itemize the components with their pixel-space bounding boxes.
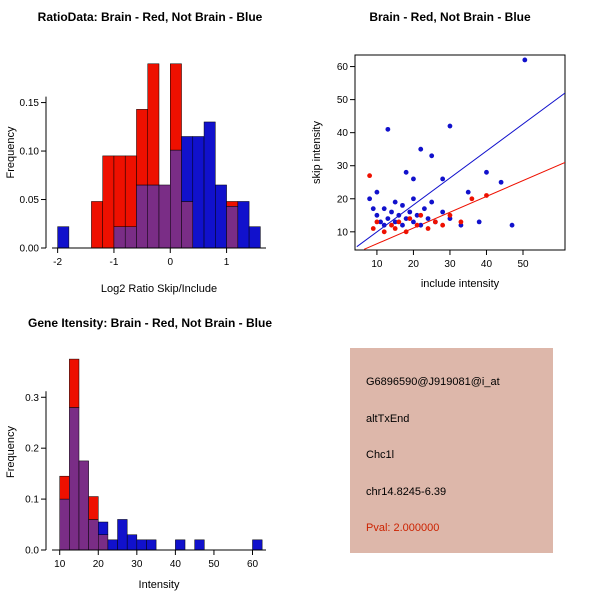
svg-text:0.3: 0.3	[25, 393, 39, 404]
ratio-histogram-chart: -2 -1 0 1 0.00 0.05 0.10 0.15 Log2 Ratio Skip/In…	[5, 63, 266, 295]
svg-text:0.1: 0.1	[25, 495, 39, 506]
svg-text:0: 0	[167, 257, 173, 268]
svg-text:0.2: 0.2	[25, 444, 39, 455]
svg-text:-1: -1	[109, 257, 118, 268]
svg-text:20: 20	[337, 194, 349, 205]
gene-info-panel: G6896590@J919081@i_at altTxEnd Chc1l chr…	[350, 348, 553, 553]
svg-text:Frequency: Frequency	[5, 426, 17, 478]
svg-text:0.0: 0.0	[25, 546, 39, 557]
svg-text:Intensity: Intensity	[139, 579, 180, 591]
svg-text:30: 30	[337, 161, 349, 172]
gene-intensity-histogram-title: Gene Itensity: Brain - Red, Not Brain - …	[27, 316, 273, 330]
probe-id-text: G6896590@J919081@i_at	[366, 376, 500, 388]
event-type-text: altTxEnd	[366, 413, 410, 425]
pval-text: Pval: 2.000000	[366, 522, 440, 534]
svg-text:0.15: 0.15	[20, 98, 40, 109]
gene-name-text: Chc1l	[366, 449, 395, 461]
svg-text:40: 40	[170, 559, 182, 570]
svg-text:20: 20	[93, 559, 105, 570]
svg-text:40: 40	[481, 259, 493, 270]
svg-text:60: 60	[337, 62, 349, 73]
gene-intensity-histogram-chart: 10 20 30 40 50 60 0.0 0.1 0.2 0.3 Intensity Frequen…	[5, 358, 266, 591]
svg-text:50: 50	[208, 559, 220, 570]
svg-text:1: 1	[224, 257, 230, 268]
svg-text:0.10: 0.10	[20, 147, 40, 158]
scatter-title: Brain - Red, Not Brain - Blue	[369, 10, 531, 24]
svg-text:20: 20	[408, 259, 420, 270]
svg-text:10: 10	[337, 227, 349, 238]
svg-text:include intensity: include intensity	[421, 278, 500, 290]
svg-text:Log2 Ratio Skip/Include: Log2 Ratio Skip/Include	[101, 283, 217, 295]
intensity-scatter-chart: 10 20 30 40 50 10 20 30 40 50 60 include intensity s…	[311, 54, 566, 290]
ratio-histogram-title: RatioData: Brain - Red, Not Brain - Blue	[37, 10, 263, 24]
svg-text:Frequency: Frequency	[5, 126, 17, 178]
svg-text:30: 30	[131, 559, 143, 570]
svg-text:60: 60	[247, 559, 259, 570]
svg-text:0.05: 0.05	[20, 195, 40, 206]
svg-text:50: 50	[337, 95, 349, 106]
locus-text: chr14.8245-6.39	[366, 486, 447, 498]
svg-text:50: 50	[517, 259, 529, 270]
svg-text:10: 10	[371, 259, 383, 270]
svg-text:0.00: 0.00	[20, 244, 40, 255]
svg-text:-2: -2	[53, 257, 62, 268]
svg-text:skip intensity: skip intensity	[311, 121, 323, 184]
svg-text:30: 30	[444, 259, 456, 270]
svg-text:10: 10	[54, 559, 66, 570]
svg-text:40: 40	[337, 128, 349, 139]
